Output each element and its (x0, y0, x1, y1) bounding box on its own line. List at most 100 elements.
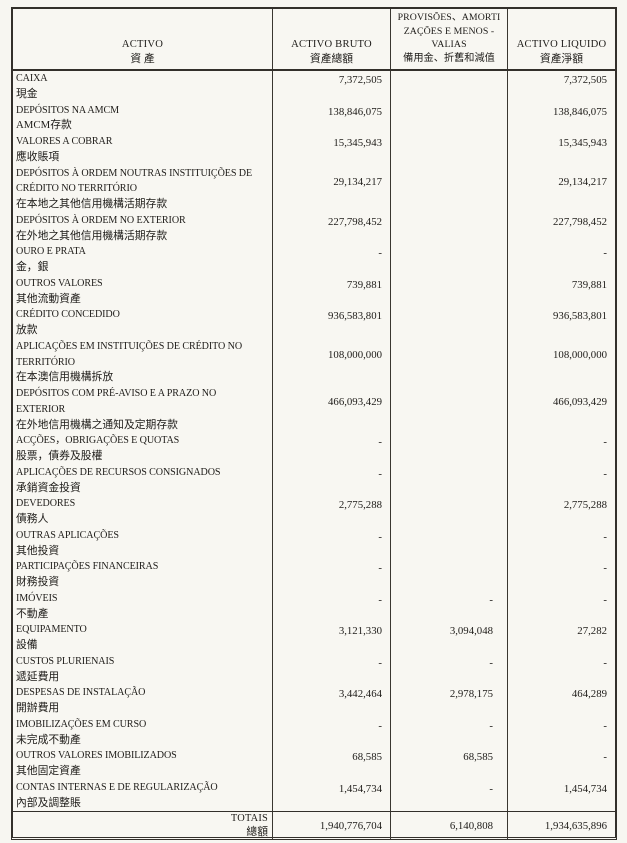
asset-row-activo-bruto: 227,798,452 (272, 212, 390, 245)
asset-row-activo-liquido: - (507, 716, 615, 749)
asset-row-provisoes (390, 386, 507, 434)
asset-row-activo-bruto: 7,372,505 (272, 71, 390, 103)
asset-row-label: CAIXA 現金 (13, 71, 272, 103)
asset-label-pt: EXTERIOR (16, 403, 66, 415)
asset-label-pt: VALORES A COBRAR (16, 136, 113, 147)
header-activo-liquido-pt: ACTIVO LIQUIDO (516, 39, 607, 50)
asset-label-pt: DEPÓSITOS NA AMCM (16, 104, 120, 116)
asset-row-activo-liquido: - (507, 433, 615, 465)
header-activo-liquido: ACTIVO LIQUIDO 資產淨額 (507, 9, 615, 69)
asset-row-activo-bruto: 739,881 (272, 275, 390, 308)
asset-row: CUSTOS PLURIENAIS 遞延費用 - - - (13, 653, 615, 686)
header-provisoes-line2: ZAÇÕES E MENOS - (403, 25, 495, 37)
asset-row-activo-liquido: - (507, 464, 615, 497)
asset-row-label: APLICAÇÕES DE RECURSOS CONSIGNADOS 承銷資金投資 (13, 465, 272, 497)
asset-row-activo-bruto: - (272, 716, 390, 749)
asset-row-activo-liquido: 138,846,075 (507, 102, 615, 134)
asset-row-provisoes: 68,585 (390, 748, 507, 780)
asset-row-provisoes (390, 165, 507, 213)
asset-row-label: DEPÓSITOS À ORDEM NO EXTERIOR 在外地之其他信用機構活… (13, 213, 272, 245)
asset-row-provisoes: - (390, 653, 507, 686)
asset-row-activo-liquido: 466,093,429 (507, 386, 615, 434)
asset-label-zh: 放款 (16, 324, 38, 336)
asset-row-label: APLICAÇÕES EM INSTITUIÇÕES DE CRÉDITO NO… (13, 339, 272, 386)
header-activo-liquido-zh: 資產淨額 (539, 53, 584, 65)
asset-label-zh: 金，銀 (16, 261, 49, 273)
asset-row: CAIXA 現金 7,372,505 7,372,505 (13, 71, 615, 103)
asset-row-activo-liquido: 108,000,000 (507, 338, 615, 387)
asset-row-activo-liquido: 936,583,801 (507, 307, 615, 339)
asset-row-activo-bruto: 138,846,075 (272, 102, 390, 134)
asset-row-provisoes (390, 71, 507, 103)
asset-label-pt: OURO E PRATA (16, 246, 86, 258)
totals-provisoes: 6,140,808 (390, 812, 507, 840)
asset-row-provisoes (390, 307, 507, 339)
asset-row-label: ACÇÕES，OBRIGAÇÕES E QUOTAS 股票，債券及股權 (13, 433, 272, 465)
asset-row: OURO E PRATA 金，銀 - - (13, 244, 615, 276)
asset-row-provisoes (390, 496, 507, 528)
asset-row-label: CUSTOS PLURIENAIS 遞延費用 (13, 654, 272, 686)
asset-row-label: EQUIPAMENTO 設備 (13, 622, 272, 654)
asset-label-pt: OUTROS VALORES IMOBILIZADOS (16, 750, 177, 762)
assets-balance-sheet-table: ACTIVO 資 產 ACTIVO BRUTO 資產總額 PROVISÕES、A… (11, 7, 617, 840)
asset-row: IMOBILIZAÇÕES EM CURSO 未完成不動產 - - - (13, 716, 615, 749)
asset-row-label: DESPESAS DE INSTALAÇÃO 開辦費用 (13, 685, 272, 717)
asset-row-label: DEVEDORES 債務人 (13, 496, 272, 528)
table-body: CAIXA 現金 7,372,505 7,372,505 DEPÓSITOS NA… (13, 71, 615, 812)
asset-row-provisoes (390, 134, 507, 166)
asset-row: OUTRAS APLICAÇÕES 其他投資 - - (13, 527, 615, 560)
asset-label-zh: 在外地之其他信用機構活期存款 (16, 229, 168, 242)
asset-row-activo-bruto: - (272, 559, 390, 591)
totals-label: TOTAIS 總額 (13, 812, 272, 839)
asset-row-activo-bruto: - (272, 590, 390, 623)
asset-row-activo-liquido: 1,454,734 (507, 779, 615, 812)
asset-row-activo-liquido: - (507, 559, 615, 591)
asset-row: DEVEDORES 債務人 2,775,288 2,775,288 (13, 496, 615, 528)
asset-row: CRÉDITO CONCEDIDO 放款 936,583,801 936,583,… (13, 307, 615, 339)
asset-row-activo-liquido: 29,134,217 (507, 165, 615, 213)
asset-label-pt: IMÓVEIS (16, 592, 58, 604)
asset-label-pt: OUTRAS APLICAÇÕES (16, 529, 119, 541)
asset-label-pt: IMOBILIZAÇÕES EM CURSO (16, 718, 147, 730)
asset-row: APLICAÇÕES DE RECURSOS CONSIGNADOS 承銷資金投資… (13, 464, 615, 497)
asset-row-activo-bruto: 29,134,217 (272, 165, 390, 213)
asset-row-activo-bruto: - (272, 433, 390, 465)
asset-label-pt: OUTROS VALORES (16, 277, 103, 289)
header-activo-zh: 資 產 (130, 53, 155, 65)
header-activo-pt: ACTIVO (121, 39, 164, 50)
asset-row-provisoes: - (390, 779, 507, 812)
asset-row-activo-liquido: 2,775,288 (507, 496, 615, 528)
asset-row-activo-bruto: 108,000,000 (272, 338, 390, 387)
asset-row-activo-liquido: 739,881 (507, 275, 615, 308)
asset-label-zh: 在本澳信用機構拆放 (16, 371, 114, 384)
asset-row-label: DEPÓSITOS NA AMCM AMCM存款 (13, 103, 272, 135)
asset-label-pt: DESPESAS DE INSTALAÇÃO (16, 687, 146, 699)
asset-row-provisoes: 2,978,175 (390, 685, 507, 717)
asset-row-activo-liquido: - (507, 653, 615, 686)
asset-row-provisoes: - (390, 716, 507, 749)
asset-row-label: VALORES A COBRAR 應收賬項 (13, 134, 272, 166)
asset-row: DEPÓSITOS À ORDEM NOUTRAS INSTITUIÇÕES D… (13, 165, 615, 213)
asset-row: DEPÓSITOS À ORDEM NO EXTERIOR 在外地之其他信用機構活… (13, 212, 615, 245)
asset-row-label: CRÉDITO CONCEDIDO 放款 (13, 307, 272, 339)
totals-label-pt: TOTAIS (230, 813, 268, 825)
asset-row-label: DEPÓSITOS À ORDEM NOUTRAS INSTITUIÇÕES D… (13, 166, 272, 213)
asset-label-zh: 股票，債券及股權 (16, 450, 103, 463)
asset-row-activo-liquido: - (507, 590, 615, 623)
asset-row-activo-bruto: 3,121,330 (272, 622, 390, 654)
asset-row-activo-liquido: 27,282 (507, 622, 615, 654)
asset-row: OUTROS VALORES IMOBILIZADOS 其他固定資產 68,585… (13, 748, 615, 780)
asset-row-activo-bruto: - (272, 653, 390, 686)
totals-label-zh: 總額 (246, 825, 268, 838)
asset-row-activo-liquido: - (507, 244, 615, 276)
asset-row-activo-liquido: 7,372,505 (507, 71, 615, 103)
asset-row-activo-bruto: 936,583,801 (272, 307, 390, 339)
asset-label-pt: DEPÓSITOS À ORDEM NO EXTERIOR (16, 214, 186, 226)
asset-row: VALORES A COBRAR 應收賬項 15,345,943 15,345,9… (13, 134, 615, 166)
header-provisoes-line3: VALIAS (431, 39, 467, 51)
asset-row-provisoes (390, 102, 507, 134)
asset-row-provisoes (390, 464, 507, 497)
asset-row: OUTROS VALORES 其他流動資產 739,881 739,881 (13, 275, 615, 308)
asset-row-provisoes (390, 212, 507, 245)
asset-row-activo-liquido: - (507, 748, 615, 780)
